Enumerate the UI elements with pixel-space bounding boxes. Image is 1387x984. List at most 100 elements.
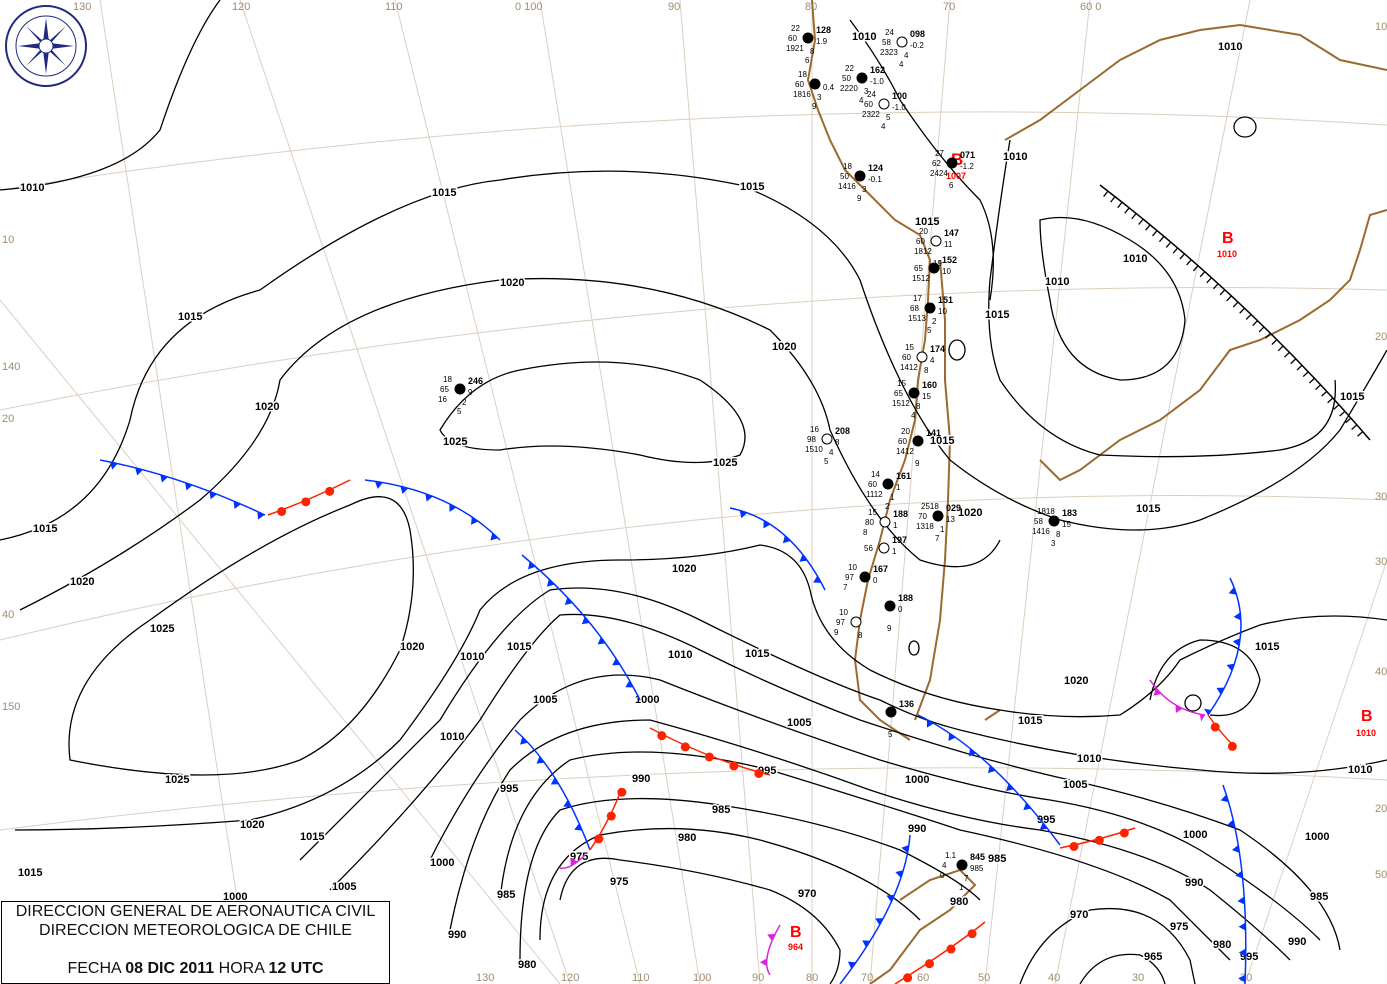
station-plot: 845 985 1.140 71 xyxy=(940,851,985,892)
longitude-line xyxy=(869,0,951,984)
svg-text:990: 990 xyxy=(1185,877,1203,889)
cold-front-triangle xyxy=(847,961,856,969)
svg-text:1020: 1020 xyxy=(240,819,264,831)
warm-front-semicircle xyxy=(277,506,287,516)
station-value: 18 xyxy=(843,162,852,171)
trough-tick xyxy=(1239,307,1246,314)
lake-outline xyxy=(1233,116,1257,138)
cloud-cover-icon xyxy=(912,435,924,447)
svg-text:1015: 1015 xyxy=(740,181,764,193)
svg-text:1020: 1020 xyxy=(772,341,796,353)
cold-front-triangle xyxy=(1228,587,1237,595)
station-value: 8 xyxy=(858,631,863,640)
cold-front-triangle xyxy=(987,765,996,774)
svg-text:1015: 1015 xyxy=(745,648,769,660)
lake-outline xyxy=(908,640,920,656)
station-value: 0 xyxy=(940,871,945,880)
station-value: 4 xyxy=(829,448,834,457)
svg-text:50: 50 xyxy=(1375,869,1387,881)
station-value: 68 xyxy=(910,304,919,313)
station-value: 1 xyxy=(890,493,895,502)
svg-text:1025: 1025 xyxy=(165,774,189,786)
svg-text:B: B xyxy=(790,924,802,941)
svg-text:1000: 1000 xyxy=(430,857,454,869)
lake-outline xyxy=(948,339,966,361)
trough-tick xyxy=(1124,207,1130,214)
station-value: 98 xyxy=(807,435,816,444)
cloud-cover-icon xyxy=(802,32,814,44)
svg-text:1010: 1010 xyxy=(1123,253,1147,265)
station-value: 4 xyxy=(899,60,904,69)
trough-line xyxy=(1099,184,1371,441)
tierra-del-fuego-coast xyxy=(869,868,977,984)
cloud-cover-icon xyxy=(930,235,942,247)
trough-tick xyxy=(1245,313,1252,320)
svg-text:1005: 1005 xyxy=(787,717,811,729)
station-value: 2518 xyxy=(921,502,939,511)
station-value: 2 xyxy=(932,317,937,326)
cold-front-triangle xyxy=(1238,922,1246,931)
trough-tick xyxy=(1284,351,1290,358)
station-value: 60 xyxy=(898,437,907,446)
trough-tick xyxy=(1308,377,1315,384)
warm-front-semicircle xyxy=(606,811,616,821)
station-value: 1.9 xyxy=(816,37,828,46)
station-plot: 136 5 xyxy=(885,699,914,739)
station-value: 1 xyxy=(896,483,901,492)
cold-front-triangle xyxy=(948,733,956,742)
station-value: 161 xyxy=(896,471,911,481)
svg-text:70: 70 xyxy=(943,1,955,13)
station-value: 1921 xyxy=(786,44,804,53)
cold-front-triangle xyxy=(400,486,409,495)
trough-tick xyxy=(1117,201,1123,209)
station-value: 18 xyxy=(443,375,452,384)
cold-front-triangle xyxy=(374,481,383,489)
occluded-front xyxy=(765,924,781,976)
station-value: 50 xyxy=(842,74,851,83)
trough-tick xyxy=(1212,283,1219,290)
svg-text:150: 150 xyxy=(2,701,20,713)
station-value: 10 xyxy=(839,608,848,617)
station-value: 9 xyxy=(468,388,473,397)
cold-front-triangle xyxy=(536,756,545,764)
svg-text:1000: 1000 xyxy=(905,774,929,786)
warm-front-semicircle xyxy=(1069,841,1079,851)
station-value: 22 xyxy=(845,64,854,73)
svg-text:60: 60 xyxy=(917,972,929,984)
station-value: -1.0 xyxy=(870,77,884,86)
svg-text:40: 40 xyxy=(1048,972,1060,984)
station-value: 5 xyxy=(886,113,891,122)
svg-text:985: 985 xyxy=(988,853,1006,865)
warm-front-semicircle xyxy=(617,787,627,797)
station-value: 8 xyxy=(924,366,929,375)
cold-front-triangle xyxy=(184,482,193,491)
cloud-cover-icon xyxy=(879,516,891,528)
trough-tick xyxy=(1277,345,1284,352)
svg-text:1010: 1010 xyxy=(1077,753,1101,765)
cold-front-triangle xyxy=(490,532,499,541)
warm-front-semicircle xyxy=(301,497,311,507)
svg-text:1025: 1025 xyxy=(443,436,467,448)
trough-tick xyxy=(1226,295,1232,302)
compass-rose-icon xyxy=(5,5,87,87)
station-value: 188 xyxy=(898,593,913,603)
station-value: 5 xyxy=(927,326,932,335)
svg-text:80: 80 xyxy=(805,1,817,13)
cloud-cover-icon xyxy=(454,383,466,395)
svg-text:80: 80 xyxy=(806,972,818,984)
cold-front-triangle xyxy=(425,493,433,502)
station-value: 20 xyxy=(901,427,910,436)
station-value: 1412 xyxy=(896,447,914,456)
station-value: 1318 xyxy=(916,522,934,531)
svg-text:1010: 1010 xyxy=(1348,764,1372,776)
svg-text:1005: 1005 xyxy=(332,881,356,893)
svg-text:1015: 1015 xyxy=(1136,503,1160,515)
svg-text:130: 130 xyxy=(476,972,494,984)
